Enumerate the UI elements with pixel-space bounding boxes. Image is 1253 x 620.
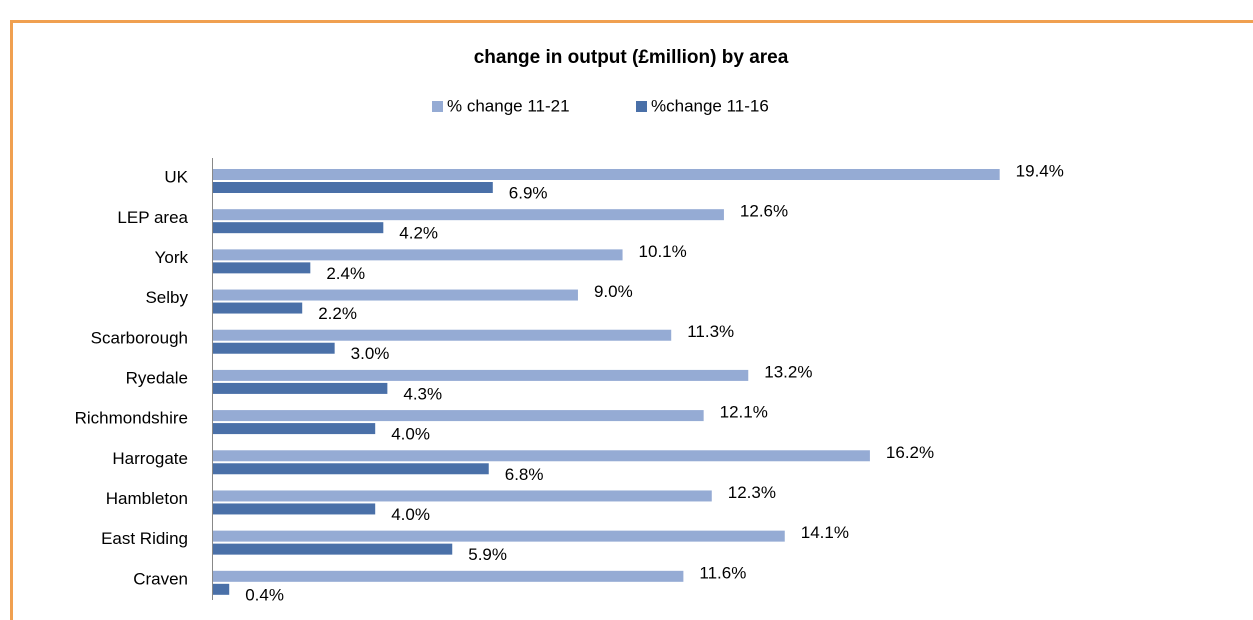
y-tick-label: Craven [133,569,188,588]
data-label: 2.2% [318,304,357,323]
data-label: 11.3% [687,322,734,341]
bar [213,463,489,475]
data-label: 5.9% [468,545,507,564]
legend-label: %change 11-16 [651,96,769,115]
y-tick-label: York [155,248,189,267]
data-label: 12.6% [740,202,788,221]
data-label: 4.3% [403,384,442,403]
data-label: 13.2% [764,362,812,381]
bar [213,302,303,314]
y-tick-label: Ryedale [126,368,188,387]
data-label: 4.0% [391,425,430,444]
y-tick-label: Harrogate [112,449,188,468]
bar [213,209,724,221]
y-tick-label: Hambleton [106,489,188,508]
data-label: 9.0% [594,282,633,301]
data-label: 14.1% [801,523,849,542]
y-tick-label: East Riding [101,529,188,548]
bar [213,262,311,274]
bar [213,182,493,193]
bar [213,169,1000,180]
data-label: 4.2% [399,224,438,243]
bar [213,583,230,595]
bar [213,289,578,301]
bar [213,503,376,515]
data-label: 4.0% [391,505,430,524]
frame [10,20,1253,620]
bar [213,222,384,234]
data-label: 6.9% [509,183,548,202]
bar [213,490,712,502]
legend-swatch [636,101,647,112]
bar [213,382,388,394]
bar [213,450,870,462]
bar [213,423,376,435]
y-tick-label: Richmondshire [75,409,188,428]
bar [213,410,704,422]
y-tick-label: UK [164,168,188,187]
bar [213,249,623,261]
data-label: 16.2% [886,443,934,462]
data-label: 10.1% [639,242,687,261]
y-tick-label: Selby [145,288,188,307]
data-label: 12.1% [720,403,768,422]
bar [213,570,684,582]
data-label: 11.6% [699,563,746,582]
bar [213,329,672,341]
bar [213,530,785,542]
data-label: 2.4% [326,264,365,283]
bar [213,543,453,555]
chart-title: change in output (£million) by area [474,47,789,68]
data-label: 0.4% [245,585,284,604]
data-label: 12.3% [728,483,776,502]
data-label: 6.8% [505,465,544,484]
legend-swatch [432,101,443,112]
bar [213,369,749,381]
y-tick-label: LEP area [117,208,188,227]
data-label: 19.4% [1016,161,1064,180]
y-tick-label: Scarborough [91,328,188,347]
bar [213,342,335,354]
legend-label: % change 11-21 [447,96,570,115]
data-label: 3.0% [351,344,390,363]
